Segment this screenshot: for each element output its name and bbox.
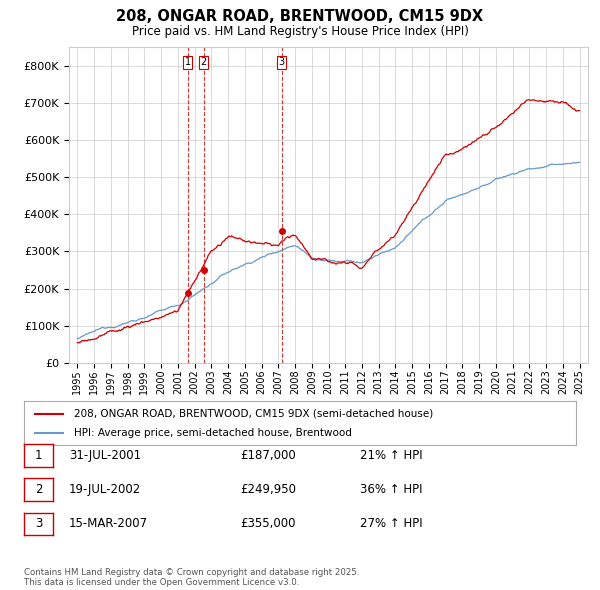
Text: £249,950: £249,950 <box>240 483 296 496</box>
Text: 208, ONGAR ROAD, BRENTWOOD, CM15 9DX (semi-detached house): 208, ONGAR ROAD, BRENTWOOD, CM15 9DX (se… <box>74 409 433 418</box>
Text: Price paid vs. HM Land Registry's House Price Index (HPI): Price paid vs. HM Land Registry's House … <box>131 25 469 38</box>
Text: 15-MAR-2007: 15-MAR-2007 <box>69 517 148 530</box>
Text: 3: 3 <box>35 517 42 530</box>
Text: 1: 1 <box>35 449 42 462</box>
Text: 21% ↑ HPI: 21% ↑ HPI <box>360 449 422 462</box>
Text: 31-JUL-2001: 31-JUL-2001 <box>69 449 141 462</box>
Text: 1: 1 <box>184 57 191 67</box>
Text: £187,000: £187,000 <box>240 449 296 462</box>
Text: 27% ↑ HPI: 27% ↑ HPI <box>360 517 422 530</box>
Text: £355,000: £355,000 <box>240 517 296 530</box>
Text: 3: 3 <box>279 57 285 67</box>
Text: 19-JUL-2002: 19-JUL-2002 <box>69 483 141 496</box>
Text: 2: 2 <box>200 57 207 67</box>
Text: 36% ↑ HPI: 36% ↑ HPI <box>360 483 422 496</box>
Text: 2: 2 <box>35 483 42 496</box>
Text: HPI: Average price, semi-detached house, Brentwood: HPI: Average price, semi-detached house,… <box>74 428 352 438</box>
Text: 208, ONGAR ROAD, BRENTWOOD, CM15 9DX: 208, ONGAR ROAD, BRENTWOOD, CM15 9DX <box>116 9 484 24</box>
Text: Contains HM Land Registry data © Crown copyright and database right 2025.
This d: Contains HM Land Registry data © Crown c… <box>24 568 359 587</box>
